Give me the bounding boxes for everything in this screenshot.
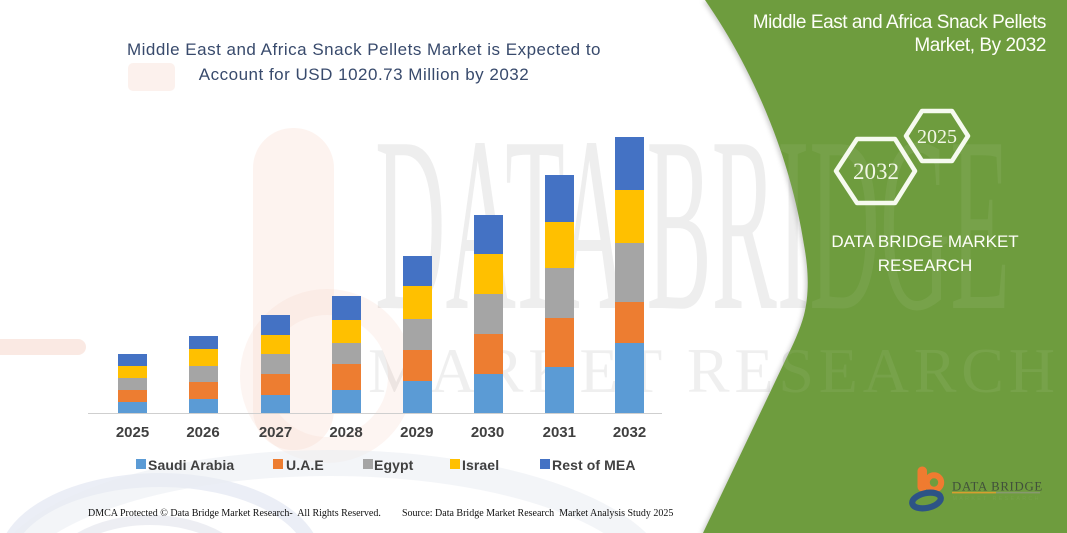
svg-text:DATA BRIDGE: DATA BRIDGE	[375, 86, 1010, 363]
svg-text:MARKET RESEARCH: MARKET RESEARCH	[953, 496, 1041, 502]
svg-text:2025: 2025	[917, 126, 957, 148]
svg-text:DATA BRIDGE: DATA BRIDGE	[952, 480, 1043, 494]
svg-text:2032: 2032	[853, 159, 899, 184]
svg-text:MARKET RESEARCH: MARKET RESEARCH	[368, 335, 1055, 406]
